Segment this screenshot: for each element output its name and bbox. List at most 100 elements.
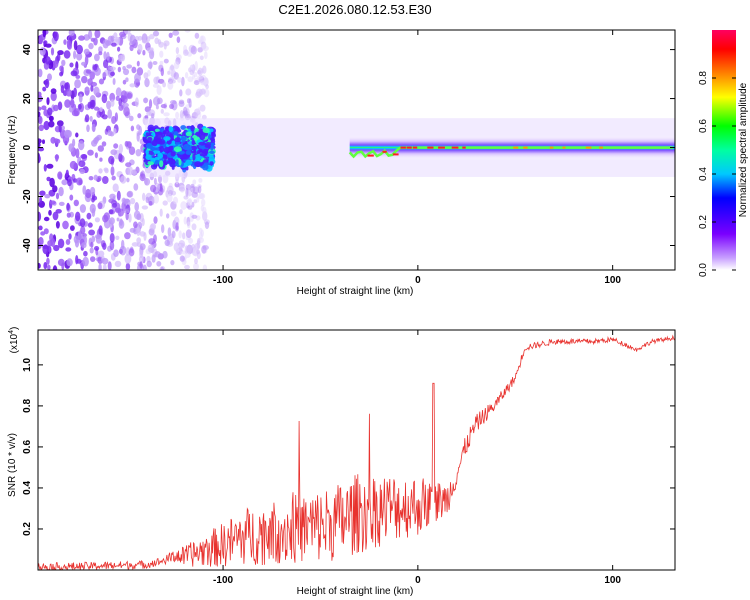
- noise-speckle: [81, 75, 88, 84]
- noise-speckle: [118, 104, 124, 111]
- noise-speckle: [47, 264, 51, 270]
- signal-blob: [168, 126, 173, 133]
- noise-speckle: [143, 97, 149, 104]
- noise-speckle: [89, 71, 95, 80]
- noise-speckle: [130, 125, 135, 132]
- noise-speckle: [154, 251, 161, 258]
- noise-speckle: [66, 212, 71, 218]
- noise-speckle: [70, 70, 78, 77]
- noise-speckle: [76, 177, 83, 186]
- noise-speckle: [86, 212, 92, 220]
- noise-speckle: [43, 262, 48, 270]
- noise-speckle: [122, 68, 130, 76]
- signal-blob: [157, 152, 164, 159]
- noise-speckle: [187, 204, 193, 210]
- noise-speckle: [184, 30, 191, 33]
- noise-speckle: [146, 47, 154, 52]
- noise-speckle: [139, 173, 146, 182]
- noise-speckle: [181, 76, 185, 87]
- noise-speckle: [158, 41, 164, 48]
- noise-speckle: [122, 209, 130, 214]
- signal-blob: [175, 141, 180, 145]
- noise-speckle: [59, 71, 64, 77]
- noise-speckle: [98, 51, 103, 56]
- x-tick-label: -100: [213, 275, 233, 286]
- noise-speckle: [160, 108, 164, 114]
- noise-speckle: [83, 48, 90, 55]
- noise-speckle: [151, 113, 155, 119]
- noise-speckle: [64, 82, 69, 90]
- noise-speckle: [126, 141, 132, 149]
- noise-speckle: [80, 226, 86, 235]
- noise-speckle: [41, 105, 47, 111]
- noise-speckle: [147, 244, 155, 253]
- noise-speckle: [78, 140, 85, 151]
- noise-speckle: [167, 227, 172, 237]
- noise-speckle: [68, 233, 72, 240]
- noise-speckle: [93, 106, 100, 111]
- noise-speckle: [102, 214, 109, 223]
- noise-speckle: [68, 30, 75, 37]
- signal-blob: [162, 130, 167, 134]
- spectrogram-axes: -100 0 100 -40 -20 0 20 40: [22, 30, 675, 286]
- noise-speckle: [194, 258, 198, 265]
- noise-speckle: [147, 61, 153, 69]
- noise-speckle: [48, 120, 55, 128]
- noise-speckle: [117, 54, 124, 62]
- noise-speckle: [187, 198, 193, 207]
- noise-speckle: [136, 237, 142, 244]
- noise-speckle: [173, 61, 180, 70]
- x-tick-label: 0: [415, 275, 421, 286]
- noise-speckle: [39, 190, 46, 196]
- noise-speckle: [159, 208, 163, 217]
- noise-speckle: [81, 61, 87, 66]
- noise-speckle: [137, 113, 142, 119]
- noise-speckle: [115, 95, 120, 101]
- noise-speckle: [49, 177, 55, 188]
- noise-speckle: [186, 221, 191, 229]
- noise-speckle: [56, 120, 64, 127]
- noise-speckle: [44, 78, 50, 89]
- noise-speckle: [50, 88, 57, 94]
- noise-speckle: [152, 83, 160, 88]
- noise-speckle: [128, 146, 136, 155]
- x-tick-label: 0: [415, 575, 421, 586]
- noise-speckle: [94, 152, 98, 159]
- signal-blob: [201, 163, 209, 171]
- noise-speckle: [180, 250, 187, 255]
- noise-speckle: [185, 187, 189, 198]
- noise-speckle: [43, 40, 48, 45]
- signal-blob: [198, 144, 206, 149]
- noise-speckle: [42, 86, 47, 92]
- spectrogram-frame: [37, 29, 676, 271]
- noise-speckle: [193, 80, 200, 86]
- noise-speckle: [180, 201, 187, 210]
- noise-speckle: [197, 75, 204, 80]
- noise-speckle: [48, 115, 54, 122]
- noise-speckle: [70, 225, 75, 232]
- noise-speckle: [162, 81, 167, 88]
- noise-speckle: [166, 185, 174, 195]
- noise-speckle: [163, 58, 169, 64]
- noise-speckle: [114, 112, 118, 122]
- noise-speckle: [179, 110, 184, 119]
- noise-speckle: [64, 99, 71, 108]
- signal-blob: [198, 128, 204, 135]
- colorbar-tick-label: 0.4: [698, 167, 709, 181]
- noise-speckle: [85, 188, 92, 199]
- noise-speckle: [159, 50, 164, 58]
- noise-speckle: [163, 43, 167, 50]
- signal-blob: [170, 151, 176, 157]
- noise-speckle: [57, 50, 64, 56]
- noise-speckle: [199, 55, 204, 61]
- snr-scale-prefix: (x10: [9, 333, 20, 353]
- noise-speckle: [39, 196, 43, 204]
- noise-speckle: [114, 260, 122, 268]
- noise-speckle: [98, 168, 103, 174]
- noise-speckle: [112, 183, 119, 192]
- noise-speckle: [87, 222, 93, 228]
- colorbar-label: Normalized spectral amplitude: [738, 82, 749, 217]
- snr-scale-exponent: 4: [8, 330, 15, 334]
- noise-speckle: [50, 238, 56, 247]
- noise-speckle: [61, 179, 68, 186]
